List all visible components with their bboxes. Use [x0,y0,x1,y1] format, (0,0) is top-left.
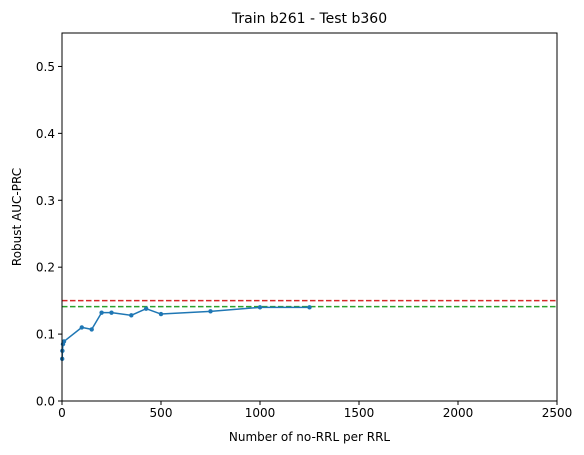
reference-lines [62,299,557,308]
y-tick-label: 0.4 [36,127,55,141]
chart-title: Train b261 - Test b360 [231,11,387,27]
y-tick-label: 0.1 [36,328,55,342]
plot-area [62,33,557,401]
data-point [307,305,312,310]
data-point [109,310,114,315]
data-point [208,309,213,314]
y-tick-label: 0.5 [36,60,55,74]
data-point [129,313,134,318]
x-tick-label: 0 [58,406,66,420]
x-tick-label: 2500 [542,406,573,420]
x-tick-label: 500 [150,406,173,420]
y-axis-label: Robust AUC-PRC [10,168,24,266]
x-axis: 0 500 1000 1500 2000 2500 [58,401,572,420]
data-point [89,327,94,332]
data-point [158,311,164,317]
x-tick-label: 1500 [344,406,375,420]
data-point [99,310,104,315]
data-point [79,325,85,330]
x-axis-label: Number of no-RRL per RRL [229,430,391,444]
y-tick-label: 0.3 [36,194,55,208]
y-tick-label: 0.2 [36,261,55,275]
data-point [61,339,67,344]
x-tick-label: 1000 [245,406,276,420]
data-point [257,305,263,310]
data-point [143,306,149,311]
y-tick-label: 0.0 [36,395,55,409]
series-layer [59,305,312,362]
y-axis: 0.0 0.1 0.2 0.3 0.4 0.5 [36,60,62,409]
x-tick-label: 2000 [443,406,474,420]
plot-frame [61,32,558,402]
